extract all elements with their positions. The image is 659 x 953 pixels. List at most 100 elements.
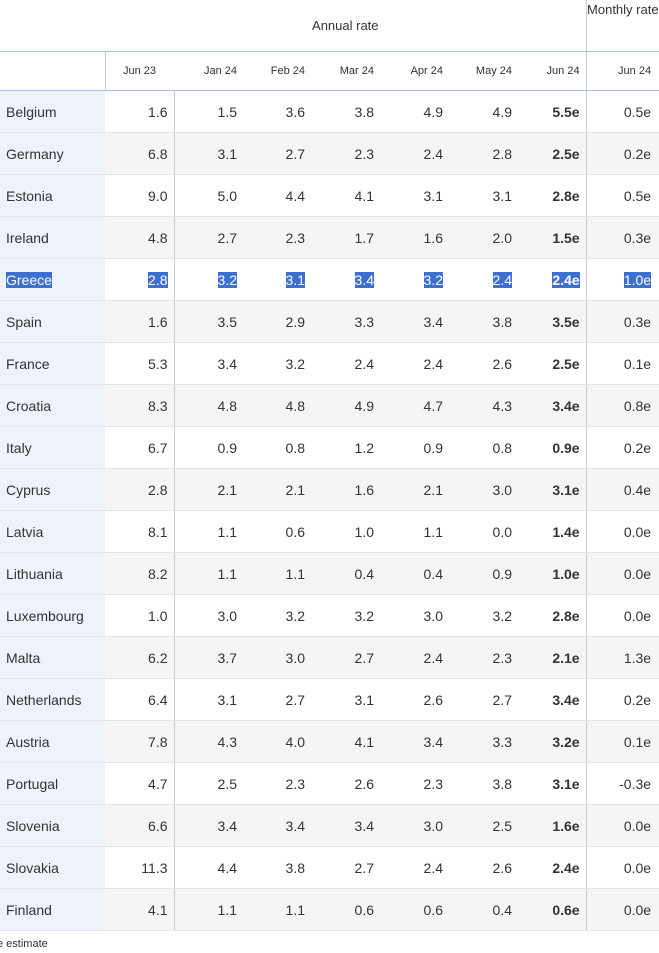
cell-text: 2.9 (285, 313, 305, 330)
cell: 8.3 (105, 384, 175, 427)
cell: 4.3 (174, 720, 243, 763)
row-label: Portugal (0, 762, 105, 805)
cell: 4.9 (449, 90, 518, 133)
cell: 1.0 (105, 594, 175, 637)
cell: 2.1 (243, 468, 311, 511)
cell: 3.2 (449, 594, 518, 637)
cell: 0.0e (585, 594, 659, 637)
cell-text: 3.4e (552, 691, 580, 708)
cell-text: 3.0 (217, 607, 237, 624)
cell-text: 0.5e (623, 103, 652, 120)
column-header: Mar 24 (311, 51, 380, 91)
cell: 1.1 (174, 510, 243, 553)
cell-text: 1.0e (552, 565, 580, 582)
cell-text: 4.3 (492, 397, 512, 414)
cell: 3.1 (311, 678, 380, 721)
cell-text: 1.5e (552, 229, 580, 246)
cell: 1.1 (243, 888, 311, 931)
table-row: Netherlands 6.4 3.1 2.7 3.1 2.6 2.7 3.4e 0.2e (0, 678, 659, 721)
cell-text: 3.1 (492, 187, 512, 204)
cell-text: Belgium (6, 103, 57, 120)
cell-text: 0.1e (623, 355, 652, 372)
cell: 4.8 (243, 384, 311, 427)
cell: 2.5 (449, 804, 518, 847)
cell-text: 2.6 (354, 775, 374, 792)
cell: 2.3 (311, 132, 380, 175)
cell-text: 3.1e (552, 481, 580, 498)
cell-text: -0.3e (619, 775, 652, 792)
cell: 1.6e (518, 804, 587, 847)
cell-text: 8.3 (148, 397, 168, 414)
cell: -0.3e (585, 762, 659, 805)
table-row: Cyprus 2.8 2.1 2.1 1.6 2.1 3.0 3.1e 0.4e (0, 468, 659, 511)
cell: 0.9 (380, 426, 449, 469)
cell-text: 2.8 (148, 481, 168, 498)
cell-text: 3.1 (354, 691, 374, 708)
cell-text: 0.9e (552, 439, 580, 456)
cell-text: 4.1 (148, 901, 168, 918)
cell-text: 4.8 (217, 397, 237, 414)
row-label: France (0, 342, 105, 385)
cell-text: 0.1e (623, 733, 652, 750)
table-row: Belgium 1.6 1.5 3.6 3.8 4.9 4.9 5.5e 0.5e (0, 90, 659, 133)
table-body: Belgium 1.6 1.5 3.6 3.8 4.9 4.9 5.5e 0.5e Germany… (0, 90, 659, 931)
cell-text: 0.4 (354, 565, 374, 582)
cell: 0.4 (380, 552, 449, 595)
cell-text: 1.6 (148, 313, 168, 330)
cell-text: 4.7 (148, 775, 168, 792)
cell-text: Ireland (6, 229, 49, 246)
cell-text: 2.1e (552, 649, 580, 666)
cell-text: 5.0 (217, 187, 237, 204)
cell: 4.3 (449, 384, 518, 427)
cell: 0.0e (585, 846, 659, 889)
column-header: Jun 24 (518, 51, 587, 91)
table-row: Portugal 4.7 2.5 2.3 2.6 2.3 3.8 3.1e -0.3e (0, 762, 659, 805)
cell: 4.7 (105, 762, 175, 805)
table-row: Croatia 8.3 4.8 4.8 4.9 4.7 4.3 3.4e 0.8e (0, 384, 659, 427)
row-label: Latvia (0, 510, 105, 553)
cell-text: 0.6e (552, 901, 580, 918)
cell-text: 0.8 (492, 439, 512, 456)
cell-text: 0.6 (423, 901, 443, 918)
cell: 3.4 (174, 342, 243, 385)
cell-text: 2.8e (552, 607, 580, 624)
row-label: Netherlands (0, 678, 105, 721)
cell: 6.6 (105, 804, 175, 847)
cell-text: Spain (6, 313, 42, 330)
cell-text: Italy (6, 439, 32, 456)
cell: 6.7 (105, 426, 175, 469)
cell: 2.1 (174, 468, 243, 511)
cell-text: 6.7 (148, 439, 168, 456)
cell: 2.7 (311, 846, 380, 889)
cell-text: 2.3 (354, 145, 374, 162)
table-row: Malta 6.2 3.7 3.0 2.7 2.4 2.3 2.1e 1.3e (0, 636, 659, 679)
cell-text: 2.7 (354, 859, 374, 876)
row-label: Slovakia (0, 846, 105, 889)
cell: 2.4e (518, 846, 587, 889)
cell: 3.2 (311, 594, 380, 637)
cell: 2.7 (174, 216, 243, 259)
cell-text: 3.1 (285, 271, 305, 288)
table-row: Slovenia 6.6 3.4 3.4 3.4 3.0 2.5 1.6e 0.0e (0, 804, 659, 847)
cell: 1.0e (518, 552, 587, 595)
cell-text: 8.1 (148, 523, 168, 540)
cell: 3.4 (174, 804, 243, 847)
cell: 6.2 (105, 636, 175, 679)
row-label: Estonia (0, 174, 105, 217)
cell: 0.9e (518, 426, 587, 469)
table-row: France 5.3 3.4 3.2 2.4 2.4 2.6 2.5e 0.1e (0, 342, 659, 385)
cell-text: 3.2 (354, 607, 374, 624)
cell-text: 3.5 (217, 313, 237, 330)
cell-text: 3.1e (552, 775, 580, 792)
cell-text: 0.0e (623, 901, 652, 918)
cell-text: 3.4 (285, 817, 305, 834)
cell-text: 1.2 (354, 439, 374, 456)
cell-text: 3.2 (217, 271, 237, 288)
cell-text: 0.3e (623, 313, 652, 330)
cell: 2.3 (243, 762, 311, 805)
cell-text: 5.5e (552, 103, 580, 120)
cell-text: 3.2 (423, 271, 443, 288)
cell-text: 4.0 (285, 733, 305, 750)
column-header: Jun 24 (585, 51, 659, 91)
column-header: Jan 24 (174, 51, 243, 91)
